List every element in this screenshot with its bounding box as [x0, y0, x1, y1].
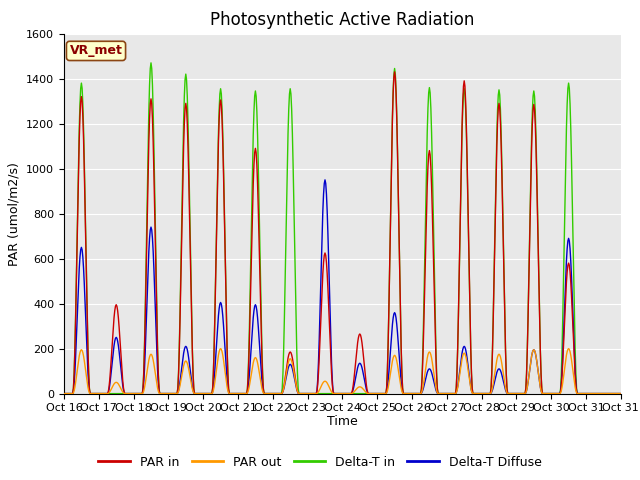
X-axis label: Time: Time [327, 415, 358, 428]
Text: VR_met: VR_met [70, 44, 122, 58]
Title: Photosynthetic Active Radiation: Photosynthetic Active Radiation [210, 11, 475, 29]
Legend: PAR in, PAR out, Delta-T in, Delta-T Diffuse: PAR in, PAR out, Delta-T in, Delta-T Dif… [93, 451, 547, 474]
Y-axis label: PAR (umol/m2/s): PAR (umol/m2/s) [8, 162, 20, 265]
